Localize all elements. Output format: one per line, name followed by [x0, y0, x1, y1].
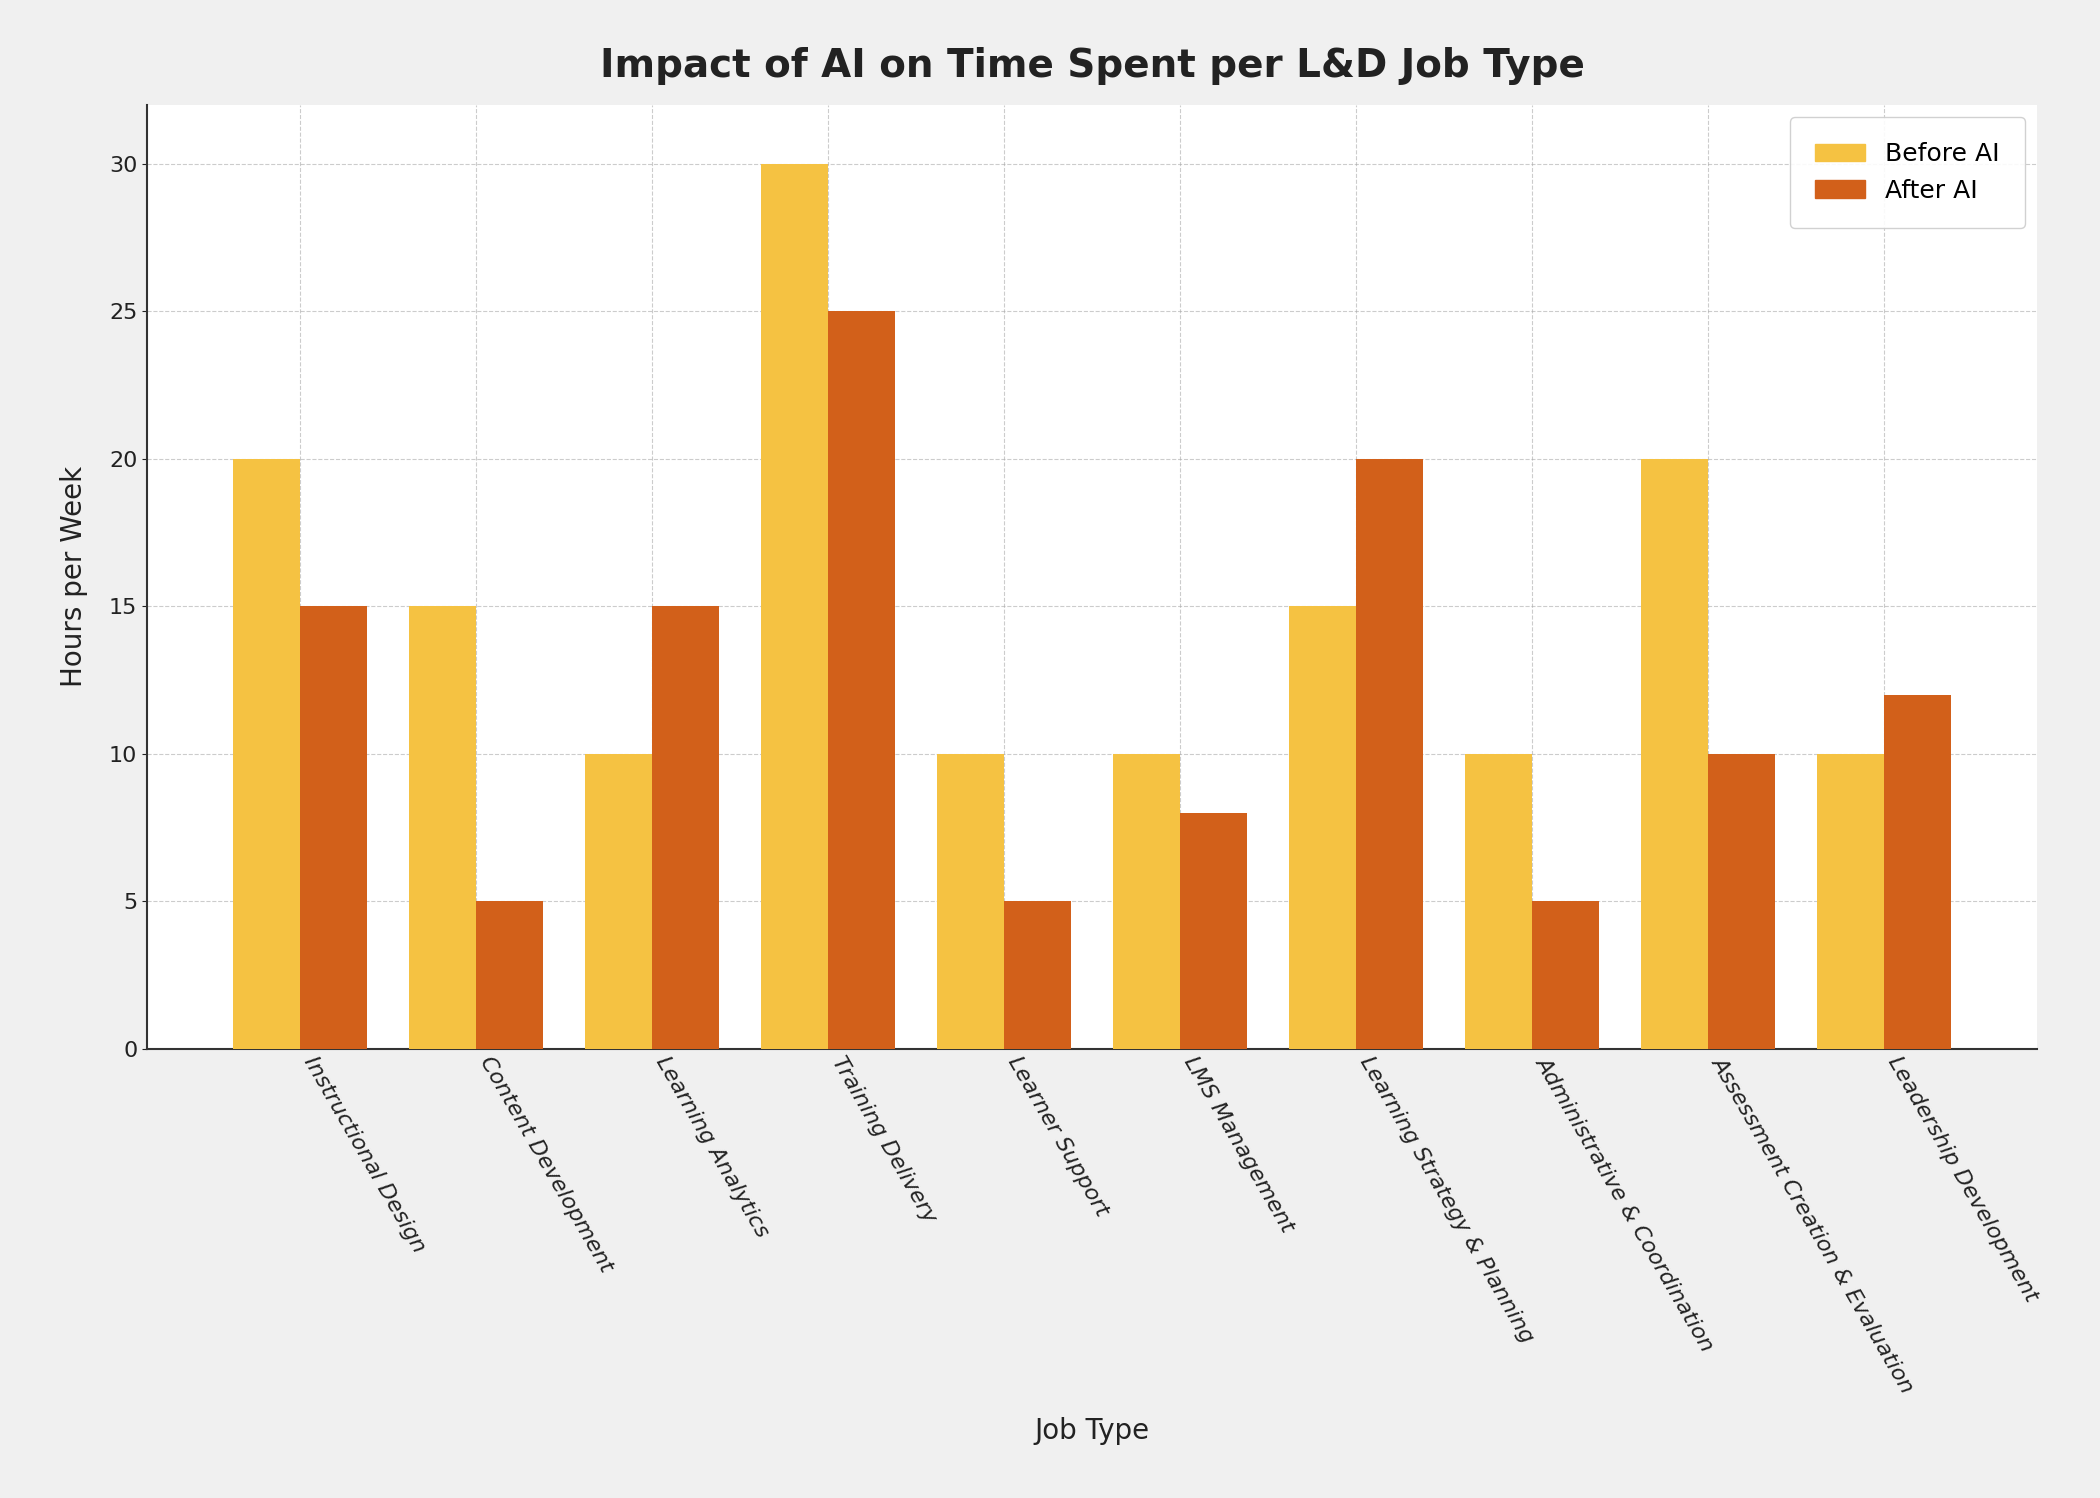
Bar — [827, 312, 895, 1049]
Legend: Before AI, After AI: Before AI, After AI — [1789, 117, 2024, 228]
Bar — [760, 163, 827, 1049]
Bar — [1533, 902, 1598, 1049]
Bar — [1289, 607, 1357, 1049]
Bar — [410, 607, 477, 1049]
Bar — [937, 753, 1004, 1049]
Bar — [233, 458, 300, 1049]
Y-axis label: Hours per Week: Hours per Week — [61, 466, 88, 688]
Bar — [1707, 753, 1774, 1049]
Bar — [1642, 458, 1707, 1049]
Bar — [300, 607, 367, 1049]
Bar — [477, 902, 542, 1049]
Bar — [1357, 458, 1424, 1049]
Bar — [1466, 753, 1533, 1049]
Bar — [1004, 902, 1071, 1049]
Bar — [1884, 695, 1951, 1049]
Title: Impact of AI on Time Spent per L&D Job Type: Impact of AI on Time Spent per L&D Job T… — [601, 46, 1583, 85]
Bar — [1113, 753, 1180, 1049]
Bar — [1180, 812, 1247, 1049]
Bar — [586, 753, 651, 1049]
X-axis label: Job Type: Job Type — [1035, 1417, 1149, 1446]
Bar — [1816, 753, 1884, 1049]
Bar — [651, 607, 718, 1049]
